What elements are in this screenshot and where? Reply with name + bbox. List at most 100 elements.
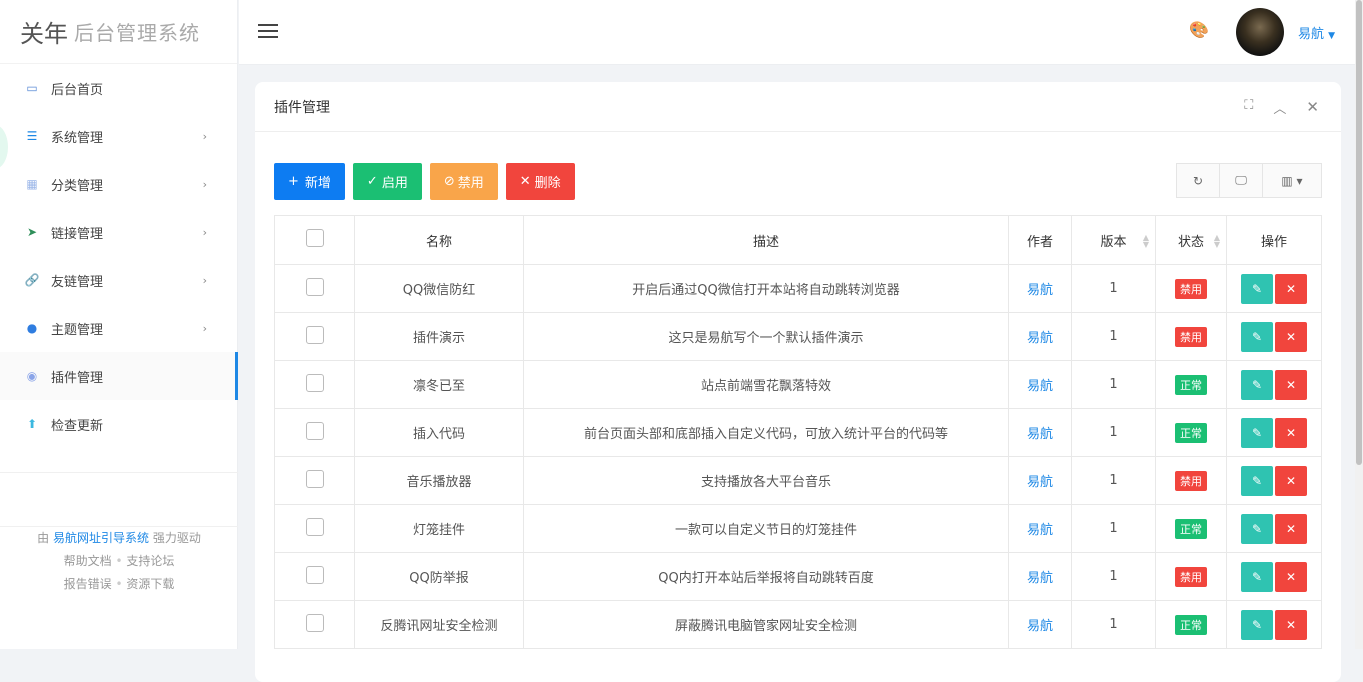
author-link[interactable]: 易航 <box>1026 331 1053 346</box>
delete-label: 删除 <box>534 176 561 191</box>
separator: • <box>115 577 123 591</box>
author-link[interactable]: 易航 <box>1026 571 1053 586</box>
delete-row-button[interactable]: ✕ <box>1275 273 1307 304</box>
close-icon: ✕ <box>1285 569 1297 584</box>
sidebar-item-3[interactable]: ➤ 链接管理 › <box>0 208 237 256</box>
actions-cell: ✎ ✕ <box>1226 360 1322 409</box>
plugin-name: 灯笼挂件 <box>354 504 524 553</box>
page-scrollbar[interactable] <box>1355 0 1363 649</box>
footer-system-link[interactable]: 易航网址引导系统 <box>52 531 149 545</box>
author-cell: 易航 <box>1008 456 1072 505</box>
user-menu[interactable]: 易航 ▼ <box>1298 23 1335 42</box>
columns-dropdown[interactable]: ▥ ▾ <box>1263 164 1321 197</box>
delete-row-button[interactable]: ✕ <box>1275 417 1307 448</box>
pencil-icon: ✎ <box>1251 473 1263 488</box>
status-badge: 禁用 <box>1175 326 1207 347</box>
columns-icon: ▥ ▾ <box>1281 173 1303 188</box>
actions-cell: ✎ ✕ <box>1226 600 1322 649</box>
sidebar-item-1[interactable]: ☰ 系统管理 › <box>0 112 237 160</box>
delete-row-button[interactable]: ✕ <box>1275 561 1307 592</box>
ban-icon: ⊘ <box>443 174 455 189</box>
row-select-cell <box>274 360 355 409</box>
plugin-version: 1 <box>1071 408 1156 457</box>
author-cell: 易航 <box>1008 312 1072 361</box>
row-checkbox[interactable] <box>305 565 324 584</box>
author-link[interactable]: 易航 <box>1026 379 1053 394</box>
table-row: QQ微信防红 开启后通过QQ微信打开本站将自动跳转浏览器 易航 1 禁用 ✎ ✕ <box>274 264 1322 313</box>
edit-button[interactable]: ✎ <box>1241 273 1273 304</box>
col-version-label: 版本 <box>1100 234 1127 250</box>
sidebar-divider <box>0 472 238 473</box>
delete-row-button[interactable]: ✕ <box>1275 369 1307 400</box>
author-link[interactable]: 易航 <box>1026 427 1053 442</box>
author-link[interactable]: 易航 <box>1026 523 1053 538</box>
avatar[interactable] <box>1236 8 1284 56</box>
edit-button[interactable]: ✎ <box>1241 417 1273 448</box>
author-link[interactable]: 易航 <box>1026 283 1053 298</box>
status-cell: 禁用 <box>1155 312 1227 361</box>
sidebar-item-0[interactable]: ▭ 后台首页 <box>0 64 237 112</box>
resource-download-link[interactable]: 资源下载 <box>126 577 175 591</box>
table-row: 凛冬已至 站点前端雪花飘落特效 易航 1 正常 ✎ ✕ <box>274 360 1322 409</box>
sidebar-item-4[interactable]: 🔗 友链管理 › <box>0 256 237 304</box>
delete-button[interactable]: ✕ 删除 <box>505 163 575 200</box>
menu-toggle-icon[interactable] <box>258 24 278 38</box>
delete-row-button[interactable]: ✕ <box>1275 609 1307 640</box>
delete-row-button[interactable]: ✕ <box>1275 321 1307 352</box>
monitor-icon: ▭ <box>26 81 38 95</box>
row-checkbox[interactable] <box>305 277 324 296</box>
col-actions: 操作 <box>1226 215 1322 265</box>
refresh-button[interactable]: ↻ <box>1177 164 1220 197</box>
add-button[interactable]: + 新增 <box>274 163 345 200</box>
edit-button[interactable]: ✎ <box>1241 609 1273 640</box>
sidebar-item-2[interactable]: ▦ 分类管理 › <box>0 160 237 208</box>
close-icon[interactable]: ✕ <box>1306 98 1319 116</box>
author-link[interactable]: 易航 <box>1026 475 1053 490</box>
actions-cell: ✎ ✕ <box>1226 552 1322 601</box>
delete-row-button[interactable]: ✕ <box>1275 513 1307 544</box>
plugin-name: QQ微信防红 <box>354 264 524 313</box>
edit-button[interactable]: ✎ <box>1241 321 1273 352</box>
disable-button[interactable]: ⊘ 禁用 <box>429 163 498 200</box>
sidebar-footer: 由 易航网址引导系统 强力驱动 帮助文档 • 支持论坛 报告错误 • 资源下载 <box>0 526 238 596</box>
edit-button[interactable]: ✎ <box>1241 561 1273 592</box>
edit-button[interactable]: ✎ <box>1241 513 1273 544</box>
plugin-desc: 开启后通过QQ微信打开本站将自动跳转浏览器 <box>523 264 1009 313</box>
x-icon: ✕ <box>519 174 531 189</box>
logo[interactable]: 关年 后台管理系统 <box>0 0 237 64</box>
select-all-checkbox[interactable] <box>305 229 324 247</box>
sidebar-item-5[interactable]: ● 主题管理 › <box>0 304 237 352</box>
collapse-icon[interactable]: ︿ <box>1273 102 1287 117</box>
theme-palette-icon[interactable]: 🎨 <box>1189 20 1209 39</box>
link-icon: 🔗 <box>24 273 40 287</box>
row-checkbox[interactable] <box>305 325 324 344</box>
sidebar-item-6[interactable]: ◉ 插件管理 <box>0 352 238 400</box>
row-checkbox[interactable] <box>305 469 324 488</box>
upload-icon: ⬆ <box>26 417 38 431</box>
toggle-view-button[interactable]: 🖵 <box>1220 164 1263 197</box>
support-forum-link[interactable]: 支持论坛 <box>126 554 175 568</box>
status-cell: 正常 <box>1155 504 1227 553</box>
status-cell: 正常 <box>1155 360 1227 409</box>
fullscreen-icon[interactable]: ⛶ <box>1244 98 1254 113</box>
disable-label: 禁用 <box>457 176 484 191</box>
help-docs-link[interactable]: 帮助文档 <box>63 554 112 568</box>
row-checkbox[interactable] <box>305 613 324 632</box>
edit-button[interactable]: ✎ <box>1241 465 1273 496</box>
plugin-version: 1 <box>1071 600 1156 649</box>
edit-button[interactable]: ✎ <box>1241 369 1273 400</box>
delete-row-button[interactable]: ✕ <box>1275 465 1307 496</box>
col-status[interactable]: 状态 ▲ ▼ <box>1155 215 1227 265</box>
report-error-link[interactable]: 报告错误 <box>63 577 112 591</box>
plugin-desc: 这只是易航写个一个默认插件演示 <box>523 312 1009 361</box>
sort-icon: ▲ ▼ <box>1142 233 1149 249</box>
row-checkbox[interactable] <box>305 421 324 440</box>
pencil-icon: ✎ <box>1251 521 1263 536</box>
enable-button[interactable]: ✓ 启用 <box>352 163 422 200</box>
send-icon: ➤ <box>26 225 38 239</box>
col-version[interactable]: 版本 ▲ ▼ <box>1071 215 1156 265</box>
author-link[interactable]: 易航 <box>1026 619 1053 634</box>
row-checkbox[interactable] <box>305 373 324 392</box>
sidebar-item-7[interactable]: ⬆ 检查更新 <box>0 400 237 448</box>
row-checkbox[interactable] <box>305 517 324 536</box>
